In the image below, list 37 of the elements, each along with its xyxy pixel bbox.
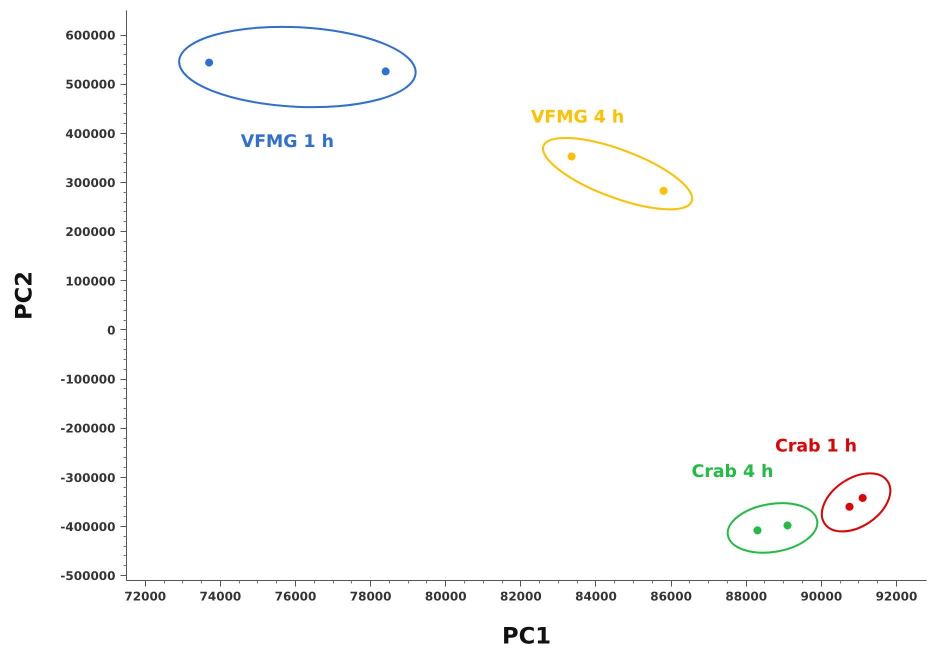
y-tick-label: 300000 <box>65 176 116 190</box>
y-tick-label: -500000 <box>60 569 116 584</box>
point <box>205 58 214 67</box>
x-tick-label: 78000 <box>350 590 392 604</box>
y-tick-label: -100000 <box>60 372 116 387</box>
y-tick-label: 400000 <box>65 126 116 141</box>
text: VFMG 1 h <box>240 132 334 152</box>
y-tick-label: -400000 <box>60 520 116 534</box>
x-tick-label: 86000 <box>650 590 692 604</box>
x-axis-title: PC1 <box>502 624 551 650</box>
y-tick-label: 200000 <box>65 225 116 240</box>
point <box>784 521 792 530</box>
y-tick-label: -300000 <box>60 470 116 485</box>
text: VFMG 4 h <box>530 108 624 128</box>
x-tick-label: 84000 <box>575 590 617 604</box>
point <box>846 502 854 511</box>
y-tick-label: 500000 <box>65 78 116 92</box>
point <box>568 152 576 160</box>
point <box>382 67 390 76</box>
x-tick-label: 92000 <box>876 590 918 604</box>
point <box>660 186 668 195</box>
y-tick-label: 0 <box>107 323 116 338</box>
point <box>753 526 762 534</box>
y-tick-label: -200000 <box>60 422 116 436</box>
x-tick-label: 80000 <box>424 590 467 604</box>
x-tick-label: 72000 <box>124 590 166 604</box>
y-tick-label: 600000 <box>65 28 116 43</box>
point <box>858 494 867 502</box>
x-tick-label: 76000 <box>274 590 316 604</box>
x-tick-label: 82000 <box>500 590 542 604</box>
text: Crab 4 h <box>692 462 774 482</box>
y-tick-label: 100000 <box>65 274 116 288</box>
x-tick-label: 90000 <box>800 590 842 604</box>
x-tick-label: 74000 <box>200 590 242 604</box>
y-axis-title: PC2 <box>11 271 38 320</box>
text: Crab 1 h <box>775 436 857 456</box>
x-tick-label: 88000 <box>725 590 768 604</box>
